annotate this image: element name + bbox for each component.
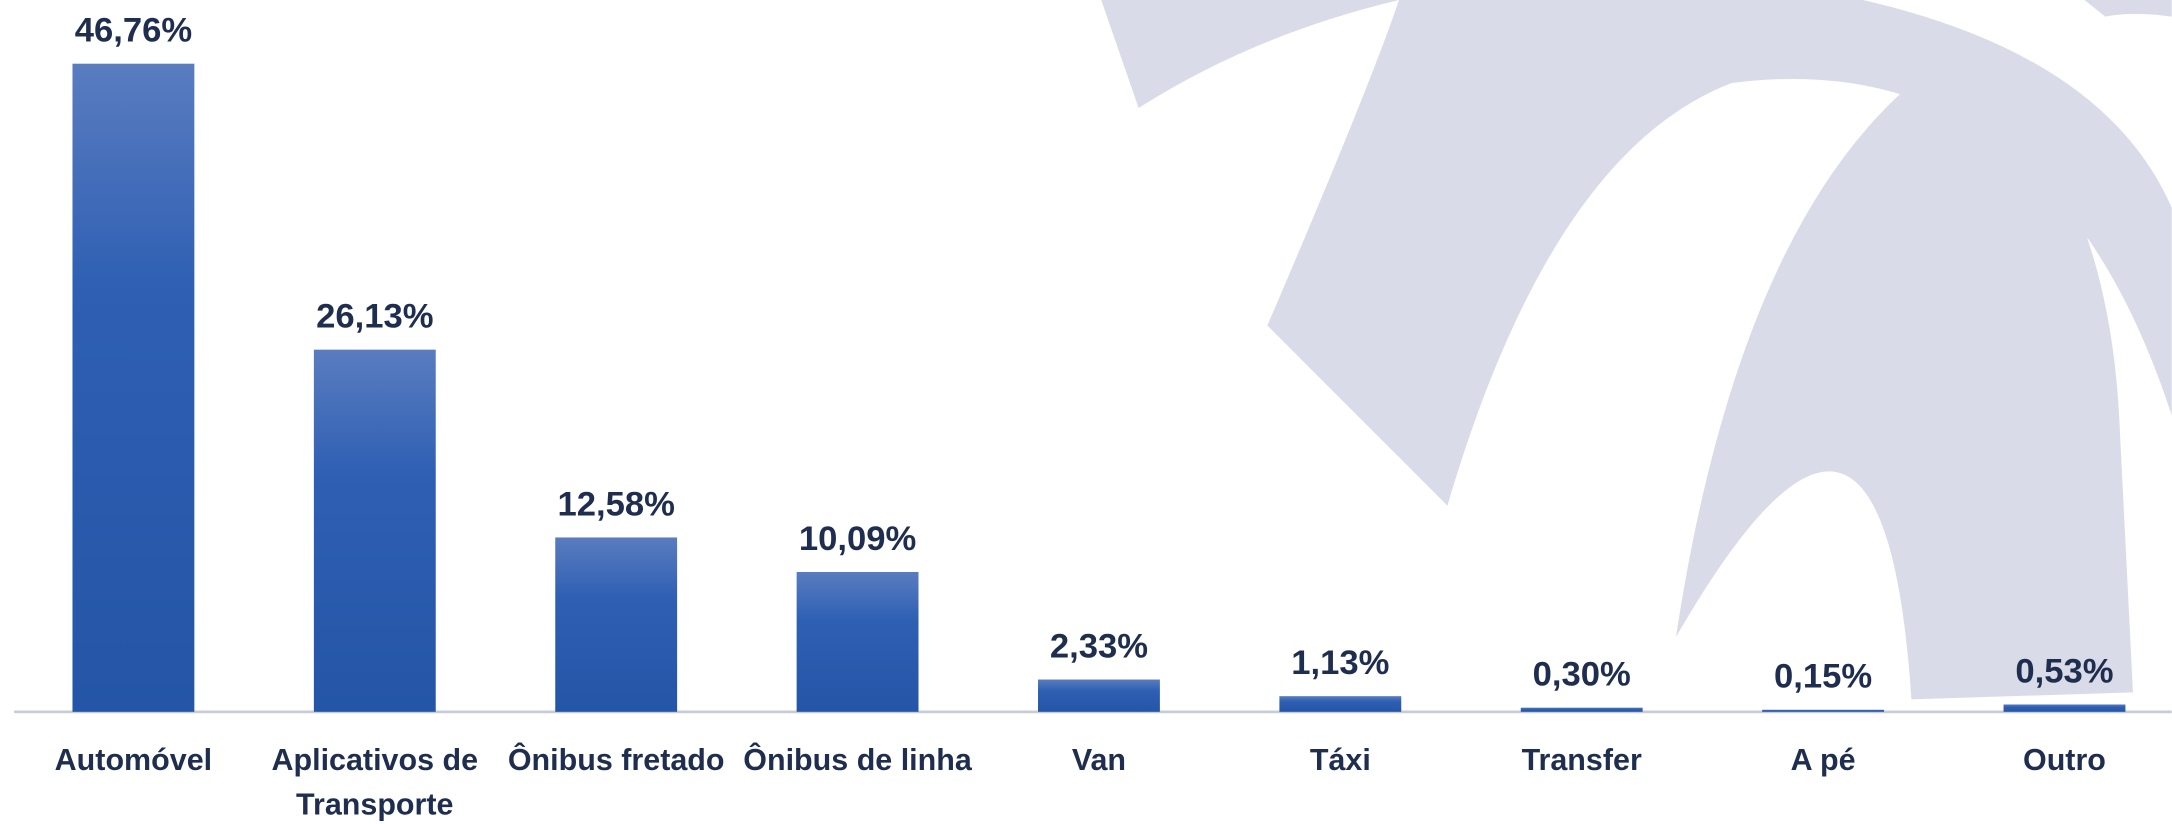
x-tick-label: Van (1071, 742, 1127, 777)
value-label: 26,13% (316, 297, 433, 335)
bar (555, 537, 678, 712)
x-label-box: Táxi (1309, 742, 1371, 777)
x-label-box: Ônibus de linha (743, 742, 972, 777)
value-label: 0,15% (1774, 658, 1872, 696)
x-label-box: Van (1071, 742, 1127, 777)
x-tick-label: Aplicativos de Transporte (271, 742, 479, 822)
bar (796, 571, 919, 712)
value-label: 10,09% (799, 520, 916, 558)
value-label: 2,33% (1050, 627, 1148, 665)
value-label: 12,58% (557, 485, 674, 523)
x-tick-label: Outro (2022, 742, 2106, 777)
x-label-box: Aplicativos de Transporte (271, 742, 479, 822)
bar (2003, 704, 2126, 712)
value-label: 46,76% (75, 12, 192, 50)
x-label-box: Ônibus fretado (507, 742, 725, 777)
bar (1520, 707, 1643, 712)
x-label-box: Transfer (1521, 742, 1642, 777)
x-tick-label: A pé (1790, 742, 1856, 777)
x-tick-label: Ônibus fretado (507, 742, 725, 777)
bar (313, 349, 436, 712)
x-tick-label: Táxi (1309, 742, 1371, 777)
bar (1279, 696, 1402, 712)
value-label: 0,53% (2015, 652, 2113, 690)
watermark (1101, 0, 2172, 700)
bar (72, 63, 195, 712)
x-tick-label: Ônibus de linha (743, 742, 972, 777)
x-tick-label: Transfer (1521, 742, 1642, 777)
value-label: 0,30% (1533, 656, 1631, 694)
x-label-box: Outro (2022, 742, 2106, 777)
x-label-box: Automóvel (54, 742, 213, 777)
bar (1038, 679, 1160, 712)
bar (1762, 709, 1885, 712)
x-label-box: A pé (1790, 742, 1856, 777)
x-tick-label: Automóvel (54, 742, 213, 777)
value-label: 1,13% (1291, 644, 1389, 682)
